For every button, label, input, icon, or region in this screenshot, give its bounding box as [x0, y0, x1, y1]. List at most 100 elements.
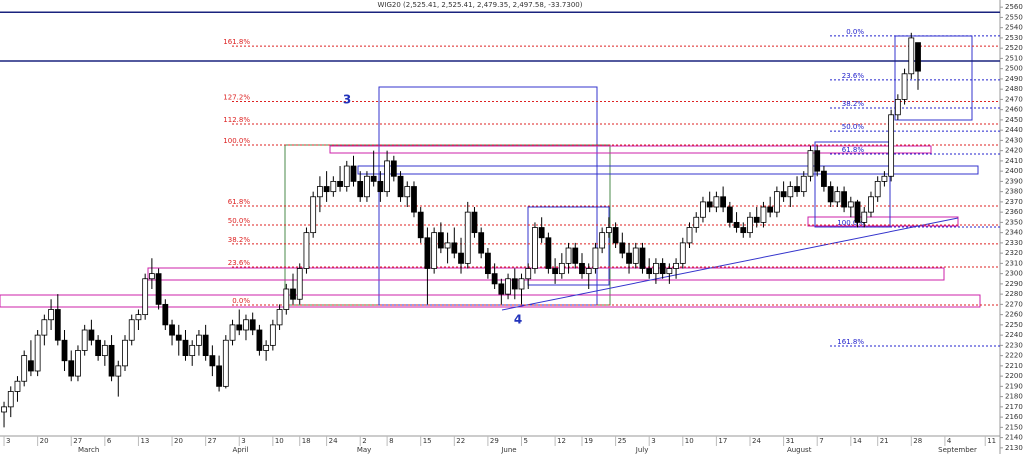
- y-tick-label: 2170: [1005, 403, 1023, 411]
- candle-body: [572, 247, 579, 264]
- candle-body: [485, 252, 491, 275]
- candle-body: [397, 175, 404, 198]
- y-tick-label: 2260: [1005, 311, 1023, 319]
- y-tick-label: 2180: [1005, 393, 1023, 401]
- candle-body: [794, 186, 800, 193]
- candle-body: [760, 206, 767, 223]
- candle-body: [1, 406, 7, 413]
- y-tick-label: 2270: [1005, 300, 1023, 308]
- candle-body: [458, 252, 464, 264]
- x-tick-label: 3: [6, 437, 10, 445]
- candle-body: [14, 380, 21, 392]
- x-tick-label: 20: [174, 437, 183, 445]
- candle-body: [310, 196, 317, 234]
- candle-body: [525, 268, 532, 280]
- candle-body: [552, 268, 559, 275]
- candle-body: [834, 191, 841, 203]
- candle-body: [404, 186, 411, 198]
- y-tick-label: 2140: [1005, 434, 1023, 442]
- y-tick-label: 2530: [1005, 34, 1023, 42]
- candle-body: [390, 160, 397, 177]
- y-tick-label: 2360: [1005, 208, 1023, 216]
- y-tick-label: 2310: [1005, 259, 1023, 267]
- candle-body: [800, 175, 807, 193]
- candle-body: [498, 283, 505, 295]
- box: [807, 216, 959, 227]
- month-label: June: [500, 446, 516, 454]
- candle-body: [605, 227, 612, 234]
- y-tick-label: 2370: [1005, 198, 1023, 206]
- fib-label: 161.8%: [223, 38, 250, 46]
- candle-body: [565, 247, 572, 264]
- candle-body: [54, 309, 61, 341]
- candle-body: [491, 273, 498, 285]
- candle-body: [290, 288, 296, 300]
- box: [357, 165, 979, 175]
- x-tick-label: 13: [140, 437, 149, 445]
- box: [527, 206, 610, 286]
- chart-title: WIG20 (2,525.41, 2,525.41, 2,479.35, 2,4…: [378, 1, 583, 9]
- candle-body: [236, 324, 243, 331]
- candle-body: [323, 186, 330, 193]
- candle-body: [713, 196, 720, 208]
- candle-body: [753, 216, 760, 223]
- candle-body: [128, 319, 135, 341]
- month-label: July: [635, 446, 649, 454]
- x-tick-label: 4: [947, 437, 952, 445]
- candle-body: [135, 314, 142, 321]
- candle-body: [767, 206, 774, 213]
- candle-body: [7, 391, 14, 408]
- candle-body: [639, 247, 646, 269]
- candle-body: [175, 334, 182, 341]
- plot: 2130214021502160217021802190220022102220…: [0, 3, 1023, 454]
- fib-label: 112.8%: [223, 116, 250, 124]
- candle-body: [659, 262, 666, 275]
- month-label: April: [233, 446, 249, 454]
- candle-body: [612, 227, 619, 244]
- x-tick-label: 5: [524, 437, 528, 445]
- candle-body: [337, 180, 343, 187]
- x-tick-label: 20: [40, 437, 49, 445]
- candle-body: [451, 242, 458, 254]
- candle-body: [68, 360, 75, 377]
- candle-body: [276, 309, 283, 326]
- candle-body: [41, 319, 48, 336]
- candle-body: [632, 247, 639, 264]
- x-tick-label: 11: [987, 437, 996, 445]
- candle-body: [370, 175, 377, 182]
- candle-body: [189, 344, 196, 357]
- month-label: September: [938, 446, 977, 454]
- y-tick-label: 2520: [1005, 44, 1023, 52]
- candle-body: [142, 278, 149, 316]
- fib-label: 127.2%: [223, 93, 250, 101]
- x-tick-label: 8: [389, 437, 393, 445]
- x-tick-label: 24: [752, 437, 761, 445]
- fib-label: 38.2%: [228, 236, 251, 244]
- candle-body: [807, 150, 814, 177]
- y-tick-label: 2220: [1005, 352, 1023, 360]
- x-tick-label: 29: [490, 437, 499, 445]
- candle-body: [814, 150, 821, 172]
- y-tick-label: 2420: [1005, 147, 1023, 155]
- candle-body: [411, 186, 417, 213]
- y-tick-label: 2510: [1005, 54, 1023, 62]
- candle-body: [619, 242, 626, 254]
- candle-body: [585, 268, 592, 275]
- candle-body: [558, 262, 565, 275]
- y-tick-label: 2240: [1005, 331, 1023, 339]
- candle-body: [222, 339, 229, 387]
- candle-body: [706, 201, 713, 208]
- fib-label: 50.0%: [228, 217, 251, 225]
- candle-body: [296, 268, 303, 300]
- y-tick-label: 2150: [1005, 423, 1023, 431]
- y-tick-label: 2330: [1005, 239, 1023, 247]
- candle-body: [34, 334, 41, 372]
- candle-body: [740, 227, 747, 234]
- y-tick-label: 2320: [1005, 249, 1023, 257]
- candle-body: [679, 242, 686, 264]
- candle-body: [95, 339, 102, 357]
- trend-line: [501, 217, 959, 311]
- y-tick-label: 2430: [1005, 136, 1023, 144]
- candle-body: [888, 114, 895, 177]
- y-tick-label: 2490: [1005, 75, 1023, 83]
